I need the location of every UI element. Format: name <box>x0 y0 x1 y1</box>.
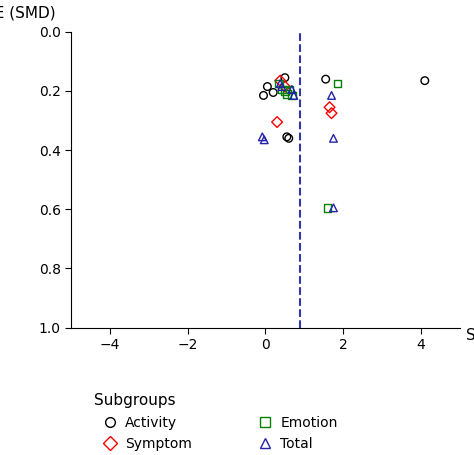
Point <box>283 91 291 98</box>
Point <box>322 76 329 83</box>
Point <box>285 135 292 142</box>
Point <box>329 204 337 212</box>
Point <box>261 136 268 143</box>
Point <box>273 118 281 126</box>
X-axis label: SMD: SMD <box>466 328 474 343</box>
Point <box>328 92 335 99</box>
Legend: Emotion, Total: Emotion, Total <box>257 416 338 451</box>
Point <box>421 77 428 84</box>
Point <box>288 92 296 99</box>
Point <box>326 104 333 111</box>
Point <box>264 83 271 90</box>
Point <box>281 87 289 95</box>
Point <box>290 92 298 99</box>
Point <box>281 74 289 81</box>
Point <box>278 83 285 90</box>
Point <box>276 80 284 87</box>
Point <box>258 133 266 141</box>
Point <box>278 86 285 93</box>
Text: Subgroups: Subgroups <box>94 393 176 408</box>
Point <box>276 77 284 84</box>
Point <box>329 135 337 142</box>
Point <box>281 83 289 90</box>
Point <box>286 86 293 93</box>
Point <box>288 86 296 93</box>
Point <box>334 80 341 87</box>
Point <box>324 204 331 212</box>
Point <box>328 110 335 117</box>
Point <box>260 92 267 99</box>
Point <box>269 89 277 96</box>
Point <box>283 133 291 141</box>
Y-axis label: SE (SMD): SE (SMD) <box>0 5 56 20</box>
Point <box>275 80 283 87</box>
